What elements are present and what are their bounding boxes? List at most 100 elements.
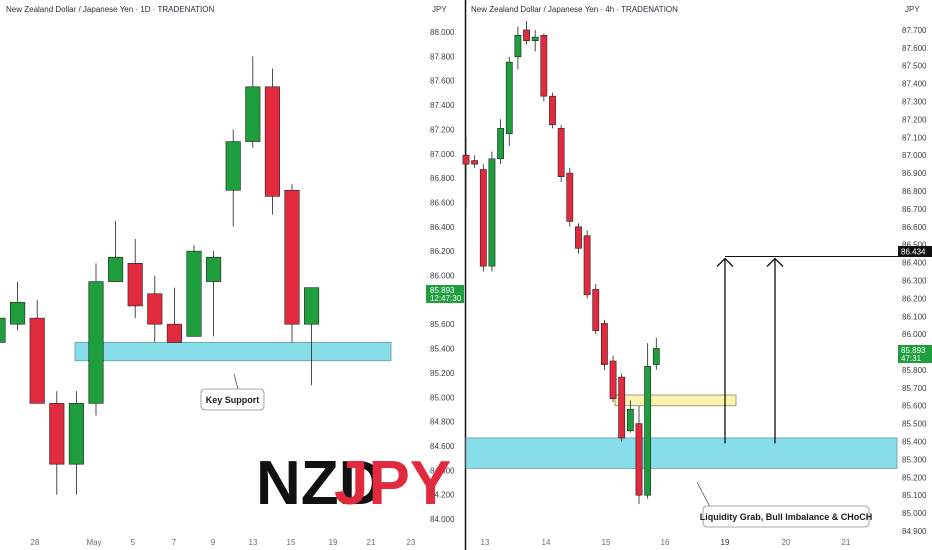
up-arrow-icon <box>716 257 734 444</box>
candle-body <box>600 323 608 365</box>
candle <box>531 29 539 52</box>
right-price-tick: 85.100 <box>902 491 927 500</box>
right-currency-label: JPY <box>905 5 920 14</box>
candle-body <box>225 141 241 191</box>
left-price-tick: 85.600 <box>430 320 455 329</box>
candle <box>225 129 241 227</box>
right-time-axis[interactable]: 13 14 15 16 19 20 21 <box>481 538 851 547</box>
left-chart-panel: New Zealand Dollar / Japanese Yen · 1D ·… <box>0 5 464 547</box>
right-price-tick: 85.400 <box>902 438 927 447</box>
right-price-tick: 87.700 <box>902 26 927 35</box>
candle-body <box>304 287 320 325</box>
key-support-box <box>200 388 265 411</box>
arrow-head <box>766 257 784 267</box>
left-date-tick: 15 <box>287 538 296 547</box>
right-price-tick: 84.900 <box>902 527 927 536</box>
candle-body <box>488 158 496 267</box>
left-price-tick: 86.600 <box>430 198 455 207</box>
candle-body <box>566 172 574 222</box>
left-price-tick: 85.000 <box>430 393 455 402</box>
left-date-tick: 21 <box>367 538 376 547</box>
left-price-badge: 85.893 12:47:30 <box>426 285 464 303</box>
right-price-tick: 87.200 <box>902 115 927 124</box>
candle-body <box>206 256 222 282</box>
target-badge-bg <box>898 246 932 257</box>
target-price: 86.434 <box>901 248 926 257</box>
candle <box>10 281 26 331</box>
candle <box>540 33 548 102</box>
right-price-tick: 86.600 <box>902 223 927 232</box>
candle-body <box>88 281 104 404</box>
left-support-zone[interactable] <box>74 342 392 362</box>
candle-body <box>497 128 504 160</box>
right-price-tick: 86.800 <box>902 187 927 196</box>
left-price-tick: 85.200 <box>430 369 455 378</box>
left-date-tick: 23 <box>407 538 416 547</box>
support-zone-rect[interactable] <box>74 342 392 362</box>
key-support-callout: Key Support <box>200 373 265 411</box>
right-price-badge-bg <box>898 345 932 363</box>
left-price-tick: 84.800 <box>430 418 455 427</box>
candle <box>147 275 163 343</box>
candle-body <box>592 289 600 331</box>
left-price-tick: 87.400 <box>430 101 455 110</box>
candle <box>245 56 261 148</box>
right-price-tick: 86.900 <box>902 169 927 178</box>
candle-body <box>557 128 565 177</box>
candle-body <box>29 317 45 404</box>
right-countdown: 47:31 <box>901 354 922 363</box>
candle <box>626 400 634 433</box>
right-demand-zone[interactable] <box>465 437 898 469</box>
left-price-tick: 84.600 <box>430 442 455 451</box>
right-price-tick: 86.500 <box>902 241 927 250</box>
candle <box>566 167 574 227</box>
left-price-tick: 84.000 <box>430 515 455 524</box>
candle-body <box>10 301 26 325</box>
right-date-tick: 16 <box>661 538 670 547</box>
candle <box>284 184 300 343</box>
right-chart-title: New Zealand Dollar / Japanese Yen · 4h ·… <box>471 5 678 14</box>
candle <box>618 373 626 442</box>
left-date-tick: 19 <box>329 538 338 547</box>
left-price-tick: 86.200 <box>430 247 455 256</box>
candle-body <box>462 154 470 165</box>
right-price-badge: 85.893 47:31 <box>898 345 932 363</box>
candle <box>575 223 582 254</box>
candle <box>583 230 591 299</box>
left-price-tick: 84.400 <box>430 466 455 475</box>
candle <box>108 220 124 282</box>
candle <box>462 137 470 209</box>
candle-body <box>618 376 626 439</box>
left-date-tick: 13 <box>249 538 258 547</box>
right-price-tick: 86.200 <box>902 294 927 303</box>
candle <box>68 391 84 495</box>
liquidity-box <box>702 505 870 528</box>
left-price-tick: 85.400 <box>430 345 455 354</box>
left-price-tick: 87.800 <box>430 52 455 61</box>
right-date-tick: 20 <box>782 538 791 547</box>
left-price-tick: 87.000 <box>430 150 455 159</box>
candle-body <box>471 160 479 165</box>
candle-body <box>652 348 660 365</box>
candle-body <box>0 317 6 343</box>
candle <box>29 299 45 404</box>
left-price-tick: 86.000 <box>430 272 455 281</box>
imbalance-rect[interactable] <box>614 394 737 407</box>
left-price-tick: 86.400 <box>430 223 455 232</box>
right-last-price: 85.893 <box>901 346 926 355</box>
candle-body <box>626 409 634 432</box>
right-date-tick: 21 <box>842 538 851 547</box>
bull-imbalance-zone[interactable] <box>614 394 737 407</box>
candle-body <box>68 403 84 465</box>
candle-body <box>108 256 124 282</box>
right-date-tick: 19 <box>721 538 730 547</box>
left-date-tick: 28 <box>31 538 40 547</box>
left-date-tick: 9 <box>211 538 216 547</box>
right-price-axis[interactable]: 87.700 87.600 87.500 87.400 87.300 87.200 87.1… <box>902 26 927 536</box>
right-date-tick: 13 <box>481 538 490 547</box>
left-time-axis[interactable]: 28 May 5 7 9 13 15 19 21 23 <box>31 538 416 547</box>
demand-zone-rect[interactable] <box>465 437 898 469</box>
candle-body <box>531 36 539 41</box>
candle <box>488 151 496 272</box>
